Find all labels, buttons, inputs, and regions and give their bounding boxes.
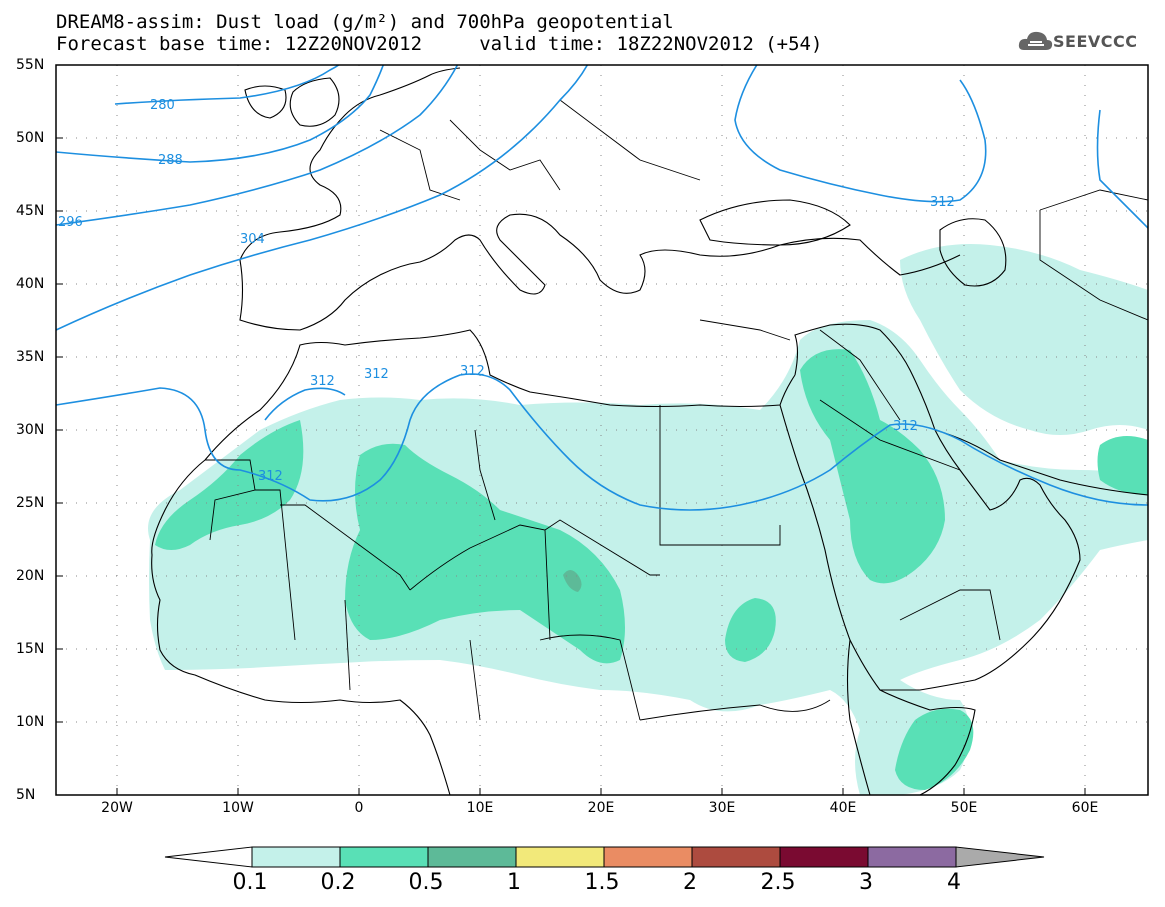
dust-area-light-east — [900, 244, 1148, 435]
lon-label: 20E — [587, 800, 615, 816]
lon-label: 60E — [1071, 800, 1099, 816]
geopotential-contours — [56, 65, 1148, 511]
map-title: DREAM8-assim: Dust load (g/m²) and 700hP… — [56, 11, 674, 33]
contour-label-312-tunisia: 312 — [460, 364, 485, 379]
lat-label: 55N — [16, 57, 45, 73]
country-borders — [205, 99, 1148, 721]
colorbar-tick: 1.5 — [584, 870, 620, 895]
colorbar-tick: 3 — [859, 870, 873, 895]
contour-label-296: 296 — [58, 215, 83, 230]
dust-area-medium-central — [345, 443, 625, 664]
dust-area-medium-west — [155, 420, 304, 550]
colorbar-tick: 2.5 — [760, 870, 796, 895]
lon-label: 0 — [354, 800, 364, 816]
dust-area-medium-horn — [895, 708, 974, 790]
contour-label-312-morocco: 312 — [310, 374, 335, 389]
lon-label: 10W — [222, 800, 254, 816]
contour-label-312-arabia: 312 — [893, 419, 918, 434]
lon-label: 40E — [829, 800, 857, 816]
contour-label-312-algeria: 312 — [364, 367, 389, 382]
cloud-logo-icon — [1018, 31, 1053, 50]
lat-label: 20N — [16, 568, 45, 584]
coastlines — [151, 67, 1148, 795]
lat-label: 45N — [16, 203, 45, 219]
lon-label: 30E — [708, 800, 736, 816]
lon-label: 20W — [101, 800, 133, 816]
lat-label: 30N — [16, 422, 45, 438]
axis-ticks — [56, 137, 1086, 795]
colorbar-tick: 0.2 — [320, 870, 356, 895]
lat-label: 10N — [16, 714, 45, 730]
lat-label: 5N — [16, 787, 36, 803]
colorbar-tick: 0.1 — [232, 870, 268, 895]
dust-area-medium-iran — [1097, 436, 1148, 495]
lat-label: 15N — [16, 641, 45, 657]
lat-label: 40N — [16, 276, 45, 292]
contour-label-312-sahara: 312 — [258, 469, 283, 484]
colorbar-tick: 4 — [947, 870, 961, 895]
contour-label-312-caspian: 312 — [930, 195, 955, 210]
colorbar-tick: 1 — [507, 870, 521, 895]
dust-area-medium-sudan — [725, 598, 776, 662]
lon-label: 10E — [466, 800, 494, 816]
lat-label: 50N — [16, 130, 45, 146]
lat-label: 25N — [16, 495, 45, 511]
colorbar-tick: 0.5 — [408, 870, 444, 895]
contour-label-304: 304 — [240, 232, 265, 247]
graticule — [56, 65, 1148, 795]
logo-text: SEEVCCC — [1053, 32, 1138, 51]
contour-label-280: 280 — [150, 98, 175, 113]
contour-label-288: 288 — [158, 153, 183, 168]
lat-label: 35N — [16, 349, 45, 365]
forecast-times: Forecast base time: 12Z20NOV2012 valid t… — [56, 33, 823, 55]
dust-area-medium-arabia — [800, 349, 945, 584]
lon-label: 50E — [950, 800, 978, 816]
colorbar-tick: 2 — [683, 870, 697, 895]
